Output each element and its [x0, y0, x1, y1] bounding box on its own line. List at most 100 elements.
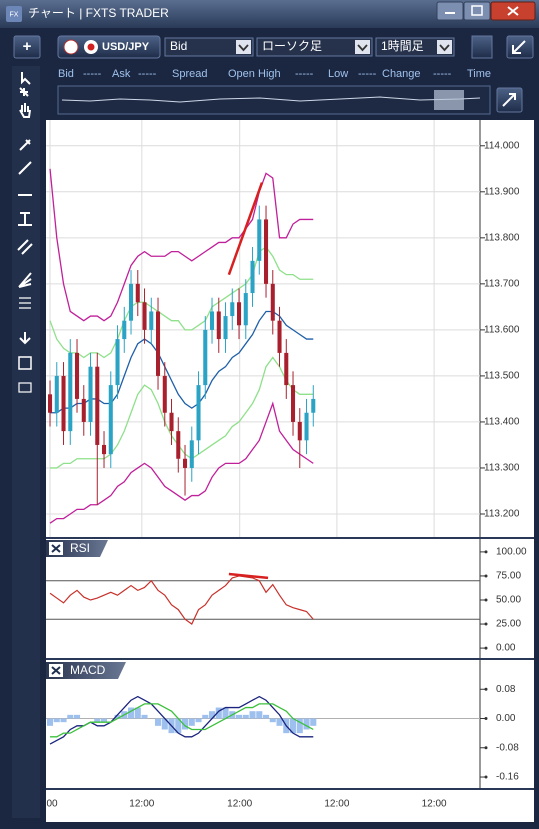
y-tick-label: -0.16: [496, 772, 519, 783]
select-arrow-box: [437, 40, 452, 54]
tool-hand[interactable]: [19, 103, 31, 118]
candle-body: [216, 311, 221, 340]
y-tick-dot: [484, 550, 488, 554]
y-tick-label: 113.900: [484, 186, 520, 197]
panel-divider: [46, 658, 534, 660]
trend-line: [227, 182, 264, 276]
navigator-window[interactable]: [434, 90, 464, 110]
histogram-bar: [195, 718, 202, 723]
candle-body: [156, 311, 161, 376]
candle-body: [48, 394, 53, 413]
candle-body: [223, 316, 228, 340]
tool-channel[interactable]: [17, 239, 33, 255]
quote-label: Bid: [58, 68, 74, 80]
quote-label: -----: [83, 68, 102, 80]
scroll-button[interactable]: [471, 35, 493, 59]
symbol-button[interactable]: [57, 35, 161, 59]
symbol-label: USD/JPY: [102, 41, 150, 53]
quote-bar: Bid ----- Ask ----- Spread Open High ----- Low --…: [58, 68, 491, 80]
candle-body: [230, 302, 235, 317]
histogram-bar: [235, 714, 243, 719]
chart-style-label: ローソク足: [262, 39, 322, 53]
candle-body: [162, 375, 167, 413]
panel-divider: [46, 788, 534, 790]
candle-body: [176, 431, 181, 459]
y-tick-label: 113.400: [484, 417, 520, 428]
chart-style-select[interactable]: [256, 37, 373, 57]
x-tick-label: 00: [46, 799, 58, 810]
tool-crosshair[interactable]: [19, 87, 29, 97]
series-line: [49, 168, 314, 322]
histogram-bar: [202, 714, 209, 719]
plots: 113.200 113.300 113.400 113.500 113.600 113.7…: [46, 120, 527, 810]
x-tick-label: 12:00: [422, 799, 447, 810]
histogram-bar: [215, 707, 222, 719]
histogram-bar: [249, 711, 256, 719]
tool-camera[interactable]: [18, 382, 32, 393]
histogram-bar: [94, 718, 101, 723]
macd-label: MACD: [70, 663, 106, 677]
maximize-button[interactable]: [463, 1, 491, 21]
tool-fib[interactable]: [19, 297, 31, 309]
candle-body: [243, 293, 248, 326]
quote-label: Ask: [112, 68, 131, 80]
series-line: [49, 575, 314, 625]
candle-body: [68, 352, 73, 432]
candle-body: [297, 421, 302, 441]
tool-vline[interactable]: [18, 212, 32, 226]
tool-list[interactable]: [18, 356, 32, 370]
y-tick-label: 113.800: [484, 232, 520, 243]
candle-body: [169, 412, 174, 432]
select-arrow: [238, 44, 249, 52]
candle-body: [108, 385, 113, 455]
rsi-label: RSI: [70, 541, 90, 555]
tool-trendline[interactable]: [18, 161, 32, 175]
tool-pencil[interactable]: [19, 139, 31, 151]
histogram-bar: [175, 718, 182, 734]
series-line: [49, 246, 314, 359]
tool-fan[interactable]: [18, 272, 32, 288]
timeframe-select[interactable]: [375, 37, 455, 57]
add-button-label: +: [23, 38, 32, 55]
add-button[interactable]: [13, 35, 41, 59]
histogram-bar: [60, 718, 67, 723]
histogram-bar: [141, 714, 148, 719]
y-tick-label: 0.08: [496, 684, 516, 695]
y-tick-label: 113.700: [484, 278, 520, 289]
macd-close-icon: [51, 666, 61, 675]
candle-body: [237, 302, 242, 326]
tool-down[interactable]: [19, 332, 31, 345]
select-arrow: [439, 44, 450, 52]
y-tick-label: 113.300: [484, 463, 520, 474]
quote-label: Low: [328, 68, 348, 80]
y-tick-dot: [484, 746, 488, 750]
histogram-bar: [310, 718, 317, 726]
histogram-bar: [289, 718, 297, 734]
select-arrow: [357, 44, 368, 52]
tool-icons: [17, 72, 33, 393]
price-axis: [480, 120, 534, 788]
minimize-button[interactable]: [436, 1, 464, 21]
candle-body: [142, 302, 147, 330]
candle-body: [264, 219, 269, 284]
select-arrow-box: [355, 40, 370, 54]
price-type-select[interactable]: [164, 37, 254, 57]
quote-label: Open: [228, 68, 255, 80]
tool-pointer[interactable]: [21, 72, 31, 85]
candle-body: [88, 366, 93, 422]
select-arrow-box: [236, 40, 251, 54]
chart-area: [46, 120, 534, 788]
histogram-bar: [296, 718, 303, 734]
flag-us: [63, 39, 79, 55]
candle-body: [122, 320, 127, 340]
histogram-bar: [100, 718, 108, 723]
histogram-bar: [134, 707, 141, 719]
close-icon: [507, 6, 519, 16]
quote-label: -----: [358, 68, 377, 80]
candle-body: [203, 329, 208, 386]
x-tick-label: 12:00: [227, 799, 252, 810]
candle-body: [311, 398, 316, 413]
series-line: [49, 401, 314, 524]
panel: 113.200 113.300 113.400 113.500 113.600 113.7…: [46, 120, 520, 537]
